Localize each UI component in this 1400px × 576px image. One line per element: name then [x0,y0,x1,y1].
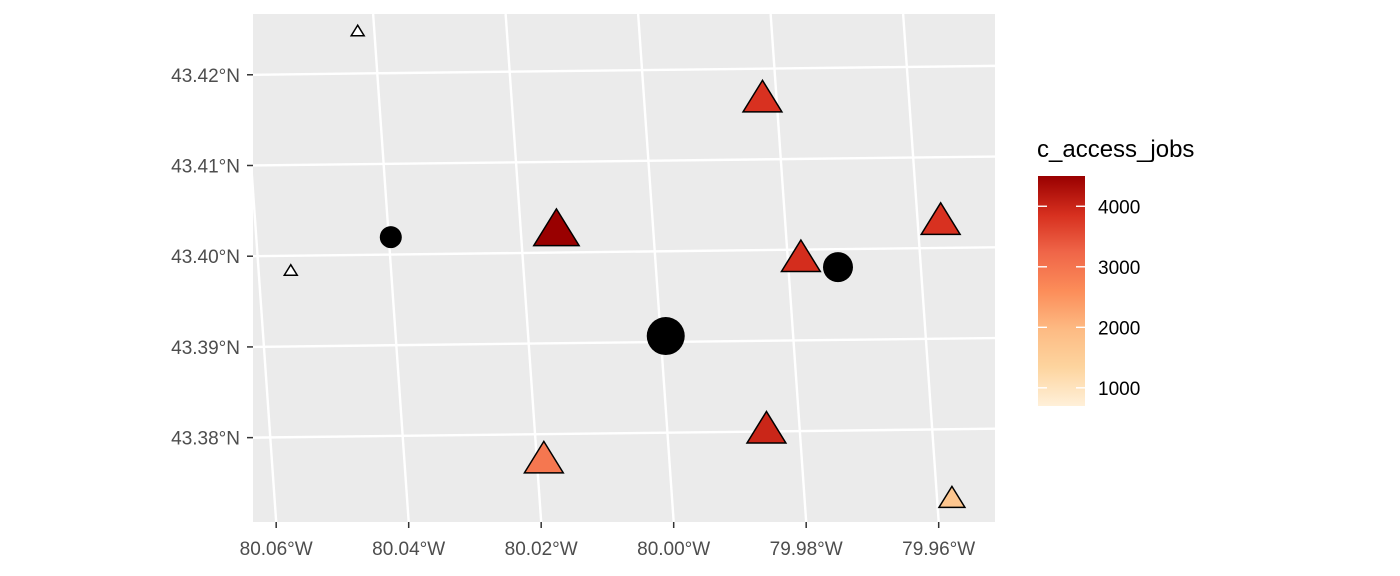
triangle-point-7 [919,201,962,236]
x-tick-label-2: 80.02°W [505,539,578,560]
triangle-point-2 [532,207,581,247]
graticule-meridian-1 [371,13,410,523]
data-points [282,23,967,509]
triangle-point-5 [780,238,822,273]
triangle-point-1 [349,23,366,37]
triangle-point-3 [523,439,565,474]
legend-title: c_access_jobs [1037,136,1194,163]
x-axis: 80.06°W 80.04°W 80.02°W 80.00°W 79.98°W 79.96… [240,522,975,560]
triangle-point-8 [937,484,967,509]
graticule-parallel-1 [252,336,996,349]
y-tick-label-2: 43.40°N [171,247,240,268]
x-tick-label-3: 80.00°W [637,539,710,560]
triangle-point-6 [745,410,788,444]
triangle-point-0 [282,263,299,276]
circle-point-2 [646,317,685,356]
x-tick-label-0: 80.06°W [240,539,313,560]
graticule-parallel-0 [252,427,996,439]
graticule-parallel-3 [252,155,996,167]
y-tick-label-1: 43.39°N [171,338,240,359]
y-tick-label-3: 43.41°N [171,156,240,177]
y-tick-label-0: 43.38°N [171,429,240,450]
legend-colorbar [1038,176,1085,406]
legend-label-1: 2000 [1098,318,1140,339]
x-tick-label-1: 80.04°W [372,539,445,560]
x-tick-label-4: 79.98°W [770,539,843,560]
circle-point-0 [379,226,402,249]
plot-panel [253,14,995,522]
triangle-point-4 [741,78,784,113]
x-tick-label-5: 79.96°W [902,539,975,560]
graticule-meridian-5 [901,13,940,523]
circle-point-1 [822,252,853,283]
color-legend: c_access_jobs 1000 2000 3000 4000 [1037,136,1194,406]
y-axis: 43.38°N 43.39°N 43.40°N 43.41°N 43.42°N [171,66,253,450]
legend-label-3: 4000 [1098,197,1140,218]
graticule-parallel-4 [252,64,996,76]
graticule-parallel-2 [252,246,996,258]
y-tick-label-4: 43.42°N [171,66,240,87]
graticule-meridian-2 [504,13,543,523]
graticule-meridian-3 [636,13,675,523]
legend-label-2: 3000 [1098,258,1140,279]
legend-label-0: 1000 [1098,379,1140,400]
